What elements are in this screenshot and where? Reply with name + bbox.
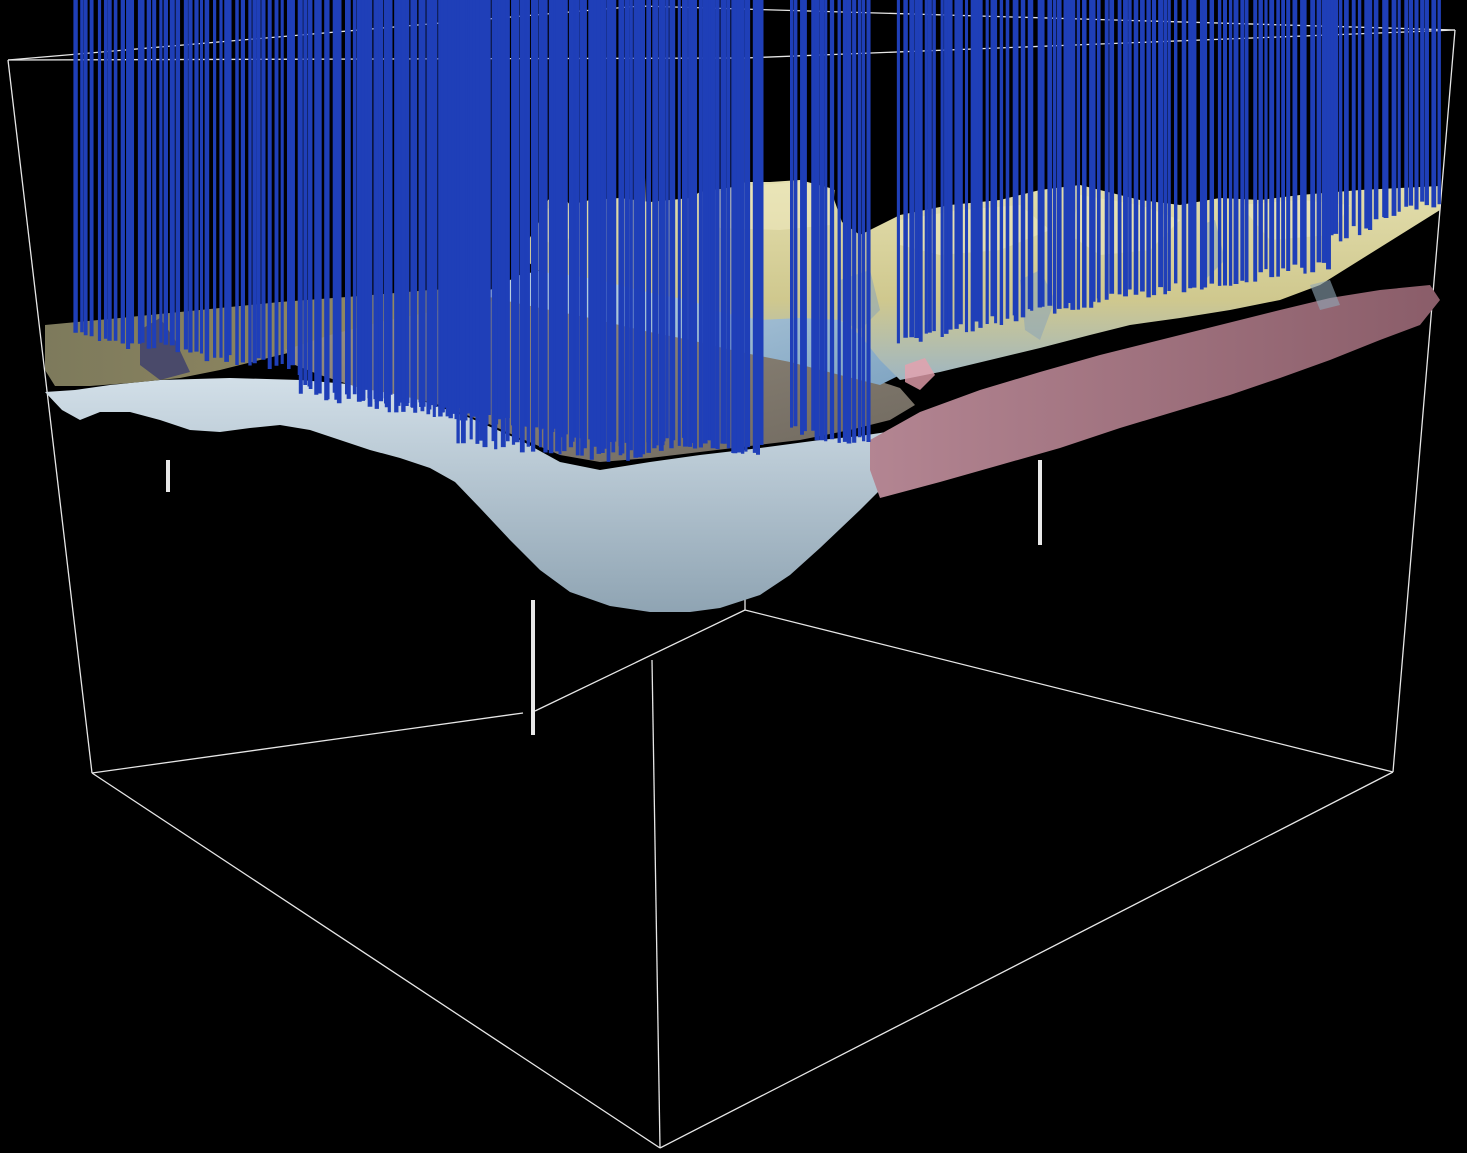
bbox-edge [91,712,524,774]
bbox-edge [659,771,1394,1149]
borehole-group [73,0,1441,462]
terrain-pink-patch [905,358,935,390]
bbox-edge [534,609,746,712]
bbox-edge [7,59,93,774]
base-surface-left [45,378,920,612]
bbox-edge [1392,29,1456,773]
bbox-edge [651,659,661,1149]
bbox-edge [744,609,1394,773]
base-surface-right [870,285,1440,498]
bbox-edge [91,772,661,1149]
deep-boreholes [166,460,1042,735]
